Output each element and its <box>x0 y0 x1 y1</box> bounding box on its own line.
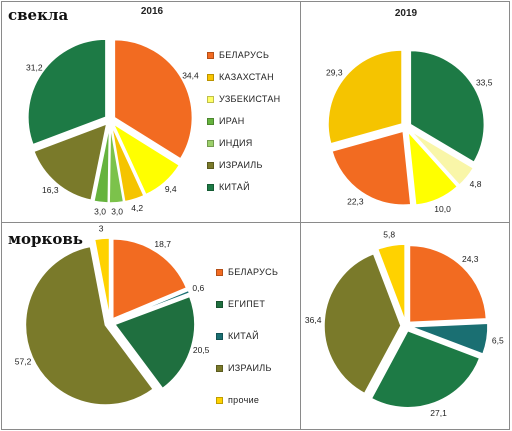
row-title-beet: свекла <box>8 6 69 24</box>
pie-slice <box>108 124 125 204</box>
data-label: 27,1 <box>430 408 447 418</box>
pie-slice <box>408 244 488 324</box>
data-label: 36,4 <box>305 315 322 325</box>
row-title-carrot: морковь <box>8 230 83 248</box>
legend-item: КАЗАХСТАН <box>207 72 274 82</box>
legend-swatch <box>216 268 223 276</box>
legend-item: ИНДИЯ <box>207 138 253 148</box>
pie-slice <box>409 129 475 187</box>
data-label: 24,3 <box>462 254 479 264</box>
legend-swatch <box>207 183 214 191</box>
legend-label: ИРАН <box>219 116 245 126</box>
pie-slice <box>376 243 406 322</box>
legend-swatch <box>207 95 214 103</box>
data-label: 33,5 <box>476 77 493 87</box>
data-label: 18,7 <box>154 239 171 249</box>
legend-label: БЕЛАРУСЬ <box>228 267 279 277</box>
legend-item: прочие <box>216 395 259 405</box>
legend-label: КИТАЙ <box>219 182 250 192</box>
data-label: 4,8 <box>470 179 482 189</box>
data-label: 20,5 <box>193 345 210 355</box>
data-label: 16,3 <box>42 185 59 195</box>
data-label: 10,0 <box>434 204 451 214</box>
legend-label: КИТАЙ <box>228 331 259 341</box>
legend-label: ИНДИЯ <box>219 138 253 148</box>
pie-slice <box>93 237 111 319</box>
legend-item: ЕГИПЕТ <box>216 299 265 309</box>
legend-swatch <box>216 396 223 404</box>
legend-item: БЕЛАРУСЬ <box>207 50 269 60</box>
pie-slice <box>113 38 194 160</box>
panel-carrot-2019: 24,3 6,5 27,1 36,4 5,8 <box>300 222 510 430</box>
legend-label: БЕЛАРУСЬ <box>219 50 270 60</box>
data-label: 6,5 <box>492 336 504 346</box>
data-label: 4,2 <box>131 203 143 213</box>
legend-label: ИЗРАИЛЬ <box>219 160 263 170</box>
pie-slice <box>32 122 108 202</box>
legend-item: ИРАН <box>207 116 245 126</box>
pie-slice <box>112 238 188 320</box>
legend-swatch <box>207 139 214 147</box>
pie-chart-beet-2019: 33,5 4,8 10,0 22,3 29,3 <box>326 49 493 214</box>
legend-swatch <box>207 117 214 125</box>
data-label: 5,8 <box>383 230 395 240</box>
pie-slice <box>323 252 402 395</box>
panel-beet-2019: 2019 33,5 4,8 10,0 22,3 29,3 <box>300 1 510 223</box>
data-label: 31,2 <box>26 63 43 73</box>
pie-slice <box>409 49 486 164</box>
chart-title-beet-2016: 2016 <box>140 6 164 17</box>
legend-label: прочие <box>228 395 260 405</box>
panel-carrot-2016: морковь 18,7 0,6 20,5 57,2 3 БЕЛАРУСЬ ЕГИПЕТ К… <box>1 222 301 430</box>
legend-swatch <box>207 51 214 59</box>
legend-swatch <box>207 73 214 81</box>
pie-slice <box>24 245 155 406</box>
pie-slice <box>111 121 181 196</box>
legend-item: КИТАЙ <box>207 182 250 192</box>
chart-title-beet-2019: 2019 <box>394 8 418 19</box>
pie-slice <box>330 130 412 206</box>
pie-slice <box>114 289 191 322</box>
data-label: 3 <box>99 223 104 233</box>
data-label: 22,3 <box>347 196 364 206</box>
panel-beet-2016: свекла 2016 34,4 9,4 4,2 3,0 3,0 16,3 31,2 БЕЛ… <box>1 1 301 223</box>
legend-swatch <box>216 300 223 308</box>
data-label: 29,3 <box>326 68 343 78</box>
legend-item: УЗБЕКИСТАН <box>207 94 280 104</box>
data-label: 34,4 <box>182 70 199 80</box>
pie-slice <box>407 129 459 206</box>
pie-slice <box>370 329 481 409</box>
pie-slice <box>410 322 489 356</box>
legend-item: БЕЛАРУСЬ <box>216 267 278 277</box>
legend-swatch <box>207 161 214 169</box>
legend-swatch <box>216 332 223 340</box>
pie-slice <box>110 124 146 203</box>
pie-slice <box>113 295 196 390</box>
pie-slice <box>92 124 111 204</box>
pie-chart-carrot-2019: 24,3 6,5 27,1 36,4 5,8 <box>305 230 504 419</box>
legend-swatch <box>216 364 223 372</box>
legend-item: ИЗРАИЛЬ <box>216 363 272 373</box>
legend-item: КИТАЙ <box>216 331 259 341</box>
pie-slice <box>27 38 107 146</box>
pie-slice <box>327 49 403 145</box>
data-label: 57,2 <box>15 356 32 366</box>
pie-chart-beet-2016: 34,4 9,4 4,2 3,0 3,0 16,3 31,2 <box>26 38 199 217</box>
legend-label: ИЗРАИЛЬ <box>228 363 272 373</box>
data-label: 3,0 <box>111 207 123 217</box>
legend-label: КАЗАХСТАН <box>219 72 274 82</box>
legend-item: ИЗРАИЛЬ <box>207 160 263 170</box>
data-label: 3,0 <box>94 206 106 216</box>
legend-label: ЕГИПЕТ <box>228 299 266 309</box>
data-label: 9,4 <box>165 184 177 194</box>
legend-label: УЗБЕКИСТАН <box>219 94 281 104</box>
pie-chart-carrot-2016: 18,7 0,6 20,5 57,2 3 <box>15 223 210 406</box>
data-label: 0,6 <box>192 283 204 293</box>
